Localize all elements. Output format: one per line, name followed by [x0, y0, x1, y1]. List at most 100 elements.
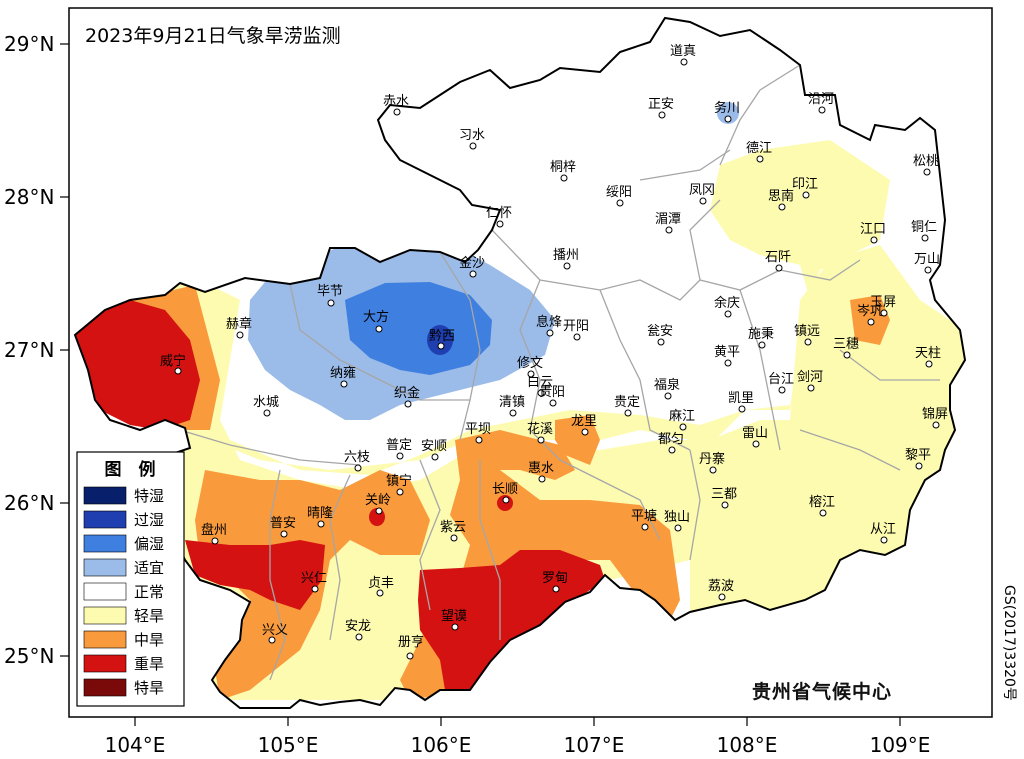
zone-severe-drought [75, 300, 200, 430]
city-label: 镇宁 [386, 473, 412, 489]
city-marker [665, 226, 673, 234]
city-marker [818, 106, 826, 114]
city-label: 铜仁 [911, 220, 937, 235]
province-boundary [73, 16, 967, 709]
y-tick-label: 26°N [4, 491, 54, 515]
zone-wet-wuchuan [717, 102, 739, 124]
city-marker [616, 199, 624, 207]
zone-slightly-wet [345, 282, 492, 375]
city-label: 石阡 [765, 250, 791, 265]
city-marker [921, 234, 929, 242]
city-label: 白云 [527, 374, 553, 390]
city-label: 开阳 [563, 319, 589, 334]
city-label: 独山 [664, 510, 690, 525]
city-marker [915, 462, 923, 470]
legend-swatch [83, 606, 127, 625]
legend-swatch [83, 678, 127, 697]
city-label: 都匀 [658, 432, 684, 447]
city-marker [573, 333, 581, 341]
city-label: 安顺 [421, 439, 447, 454]
legend-label: 特旱 [134, 679, 164, 697]
city-marker [819, 509, 827, 517]
city-marker [469, 270, 477, 278]
city-label: 绥阳 [606, 185, 632, 200]
city-label: 毕节 [317, 284, 343, 299]
city-label: 沿河 [808, 92, 834, 107]
city-marker [376, 589, 384, 597]
city-label: 息烽 [536, 314, 562, 330]
city-marker [404, 400, 412, 408]
city-label: 盘州 [201, 522, 227, 538]
city-marker [263, 409, 271, 417]
city-marker [925, 360, 933, 368]
legend-swatch [83, 534, 127, 553]
city-label: 安龙 [345, 619, 371, 634]
city-label: 水城 [253, 395, 279, 410]
city-marker [340, 380, 348, 388]
city-label: 花溪 [527, 421, 553, 437]
city-marker [527, 370, 535, 378]
city-label: 龙里 [571, 414, 597, 429]
city-marker [502, 496, 510, 504]
city-marker [641, 523, 649, 531]
city-marker [924, 266, 932, 274]
city-marker [843, 351, 851, 359]
city-marker [354, 464, 362, 472]
city-label: 金沙 [459, 255, 485, 271]
city-label: 从江 [870, 522, 896, 537]
city-label: 紫云 [440, 520, 466, 535]
city-label: 剑河 [797, 369, 823, 385]
city-label: 关岭 [365, 493, 391, 508]
city-marker [724, 115, 732, 123]
city-label: 德江 [746, 141, 772, 156]
city-label: 台江 [768, 372, 794, 387]
city-marker [718, 593, 726, 601]
city-label: 长顺 [492, 482, 518, 497]
city-marker [563, 262, 571, 270]
y-tick-label: 28°N [4, 185, 54, 209]
x-tick-label: 104°E [105, 733, 166, 757]
city-label: 普定 [386, 438, 412, 453]
city-label: 余庆 [714, 295, 740, 311]
legend-label: 正常 [134, 583, 164, 601]
city-marker [538, 475, 546, 483]
city-label: 大方 [363, 309, 389, 325]
city-label: 麻江 [669, 409, 695, 424]
city-label: 福泉 [654, 377, 680, 393]
city-label: 荔波 [708, 579, 734, 594]
city-marker [537, 389, 545, 397]
city-marker [393, 108, 401, 116]
city-label: 锦屏 [922, 407, 948, 422]
legend-label: 适宜 [134, 559, 164, 577]
city-marker [280, 530, 288, 538]
legend-label: 中旱 [134, 631, 164, 649]
city-marker [475, 436, 483, 444]
city-label: 岑巩 [857, 304, 883, 319]
city-marker [450, 534, 458, 542]
city-label: 万山 [914, 252, 940, 267]
city-marker [721, 501, 729, 509]
city-label: 正安 [648, 97, 674, 112]
city-label: 仁怀 [486, 206, 512, 221]
x-axis-labels: 104°E 105°E 106°E 107°E 108°E 109°E [105, 733, 931, 757]
city-marker [437, 342, 445, 350]
city-marker [738, 405, 746, 413]
city-label: 望谟 [441, 608, 467, 624]
city-marker [451, 623, 459, 631]
y-tick-label: 25°N [4, 644, 54, 668]
city-marker [699, 197, 707, 205]
city-marker [469, 142, 477, 150]
city-label: 江口 [860, 222, 886, 237]
city-marker [396, 488, 404, 496]
legend-title: 图 例 [105, 459, 156, 480]
city-label: 修文 [517, 356, 543, 371]
legend-label: 偏湿 [134, 535, 164, 553]
x-tick-label: 105°E [258, 733, 319, 757]
city-marker [880, 309, 888, 317]
city-marker [778, 386, 786, 394]
city-label: 贵阳 [539, 385, 565, 400]
city-label: 天柱 [915, 346, 941, 361]
